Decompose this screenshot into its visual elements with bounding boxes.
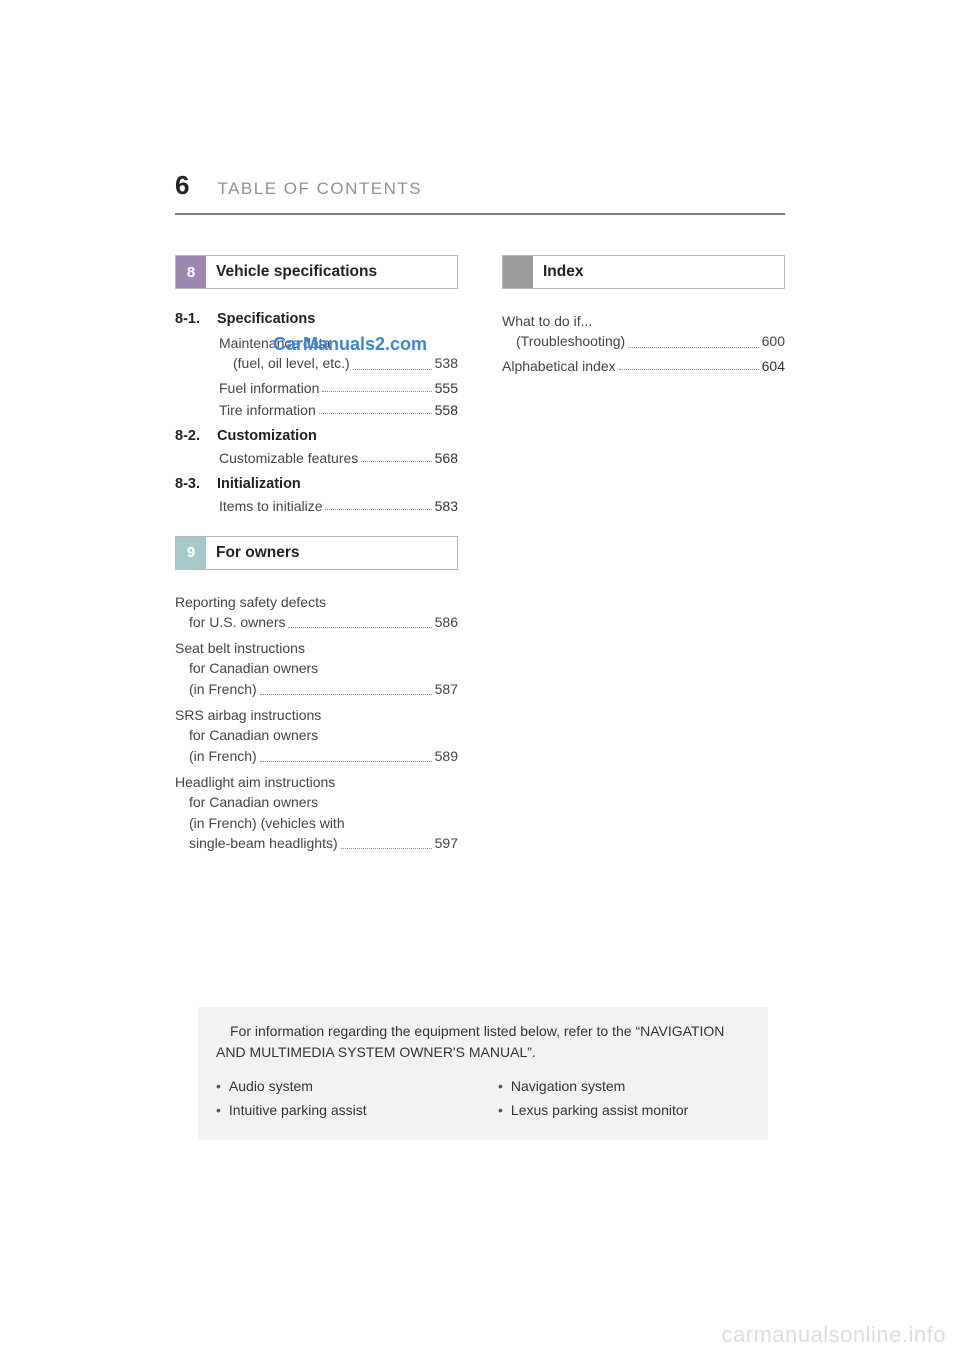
entry-label: (Troubleshooting) xyxy=(502,331,625,351)
toc-entry: Items to initialize 583 xyxy=(175,498,458,514)
toc-entry: Reporting safety defects for U.S. owners… xyxy=(175,592,458,633)
toc-entry: What to do if... (Troubleshooting) 600 xyxy=(502,311,785,352)
dots xyxy=(260,761,432,762)
sub-heading-prefix: 8-2. xyxy=(175,428,217,444)
toc-entry: Seat belt instructions for Canadian owne… xyxy=(175,638,458,699)
toc-entry: Maintenance data (fuel, oil level, etc.)… xyxy=(175,333,458,374)
dots xyxy=(288,627,431,628)
dots xyxy=(353,369,432,370)
dots xyxy=(341,848,432,849)
entry-label: (in French) xyxy=(175,679,257,699)
section-tab-8: 8 Vehicle specifications xyxy=(175,255,458,289)
sub-heading-8-2: 8-2.Customization xyxy=(175,428,458,444)
header-row: 6 TABLE OF CONTENTS xyxy=(175,170,785,201)
footer-lists: Audio system Intuitive parking assist Na… xyxy=(216,1073,750,1124)
section-tab-label: For owners xyxy=(206,537,457,569)
toc-entry: Headlight aim instructions for Canadian … xyxy=(175,772,458,853)
entry-last-line: (in French) 589 xyxy=(175,746,458,766)
entry-page: 597 xyxy=(435,833,458,853)
sub-heading-label: Specifications xyxy=(217,311,315,327)
section-tab-num: 9 xyxy=(176,537,206,569)
entry-page: 587 xyxy=(435,679,458,699)
footer-list-item: Intuitive parking assist xyxy=(216,1100,468,1121)
section-tab-9: 9 For owners xyxy=(175,536,458,570)
entry-line: Maintenance data xyxy=(219,333,458,353)
entry-line: for Canadian owners xyxy=(175,725,458,745)
entry-label: single-beam headlights) xyxy=(175,833,338,853)
entry-page: 604 xyxy=(762,358,785,374)
footer-list-item: Lexus parking assist monitor xyxy=(498,1100,750,1121)
columns: 8 Vehicle specifications 8-1.Specificati… xyxy=(175,255,785,859)
entry-line: Reporting safety defects xyxy=(175,592,458,612)
sub-heading-prefix: 8-1. xyxy=(175,311,217,327)
watermark-bottom: carmanualsonline.info xyxy=(721,1322,946,1348)
entry-page: 538 xyxy=(435,353,458,373)
toc-entry: Fuel information 555 xyxy=(175,380,458,396)
entry-page: 600 xyxy=(762,331,785,351)
page-header-title: TABLE OF CONTENTS xyxy=(217,179,422,199)
entry-line: Seat belt instructions xyxy=(175,638,458,658)
section-tab-index: Index xyxy=(502,255,785,289)
footer-list-left: Audio system Intuitive parking assist xyxy=(216,1073,468,1124)
sub-heading-label: Customization xyxy=(217,428,317,444)
entry-page: 555 xyxy=(435,380,458,396)
entry-label: Tire information xyxy=(219,402,316,418)
toc-entry: Tire information 558 xyxy=(175,402,458,418)
dots xyxy=(325,509,431,510)
entry-line: Headlight aim instructions xyxy=(175,772,458,792)
toc-entry: Customizable features 568 xyxy=(175,450,458,466)
entry-last-line: for U.S. owners 586 xyxy=(175,612,458,632)
entry-label: Customizable features xyxy=(219,450,358,466)
sub-heading-8-1: 8-1.Specifications xyxy=(175,311,458,327)
entry-label: Items to initialize xyxy=(219,498,322,514)
dots xyxy=(361,461,431,462)
entry-label: Alphabetical index xyxy=(502,358,616,374)
footer-list-right: Navigation system Lexus parking assist m… xyxy=(498,1073,750,1124)
entry-last-line: single-beam headlights) 597 xyxy=(175,833,458,853)
entry-last-line: (Troubleshooting) 600 xyxy=(502,331,785,351)
toc-entry: SRS airbag instructions for Canadian own… xyxy=(175,705,458,766)
entry-line: What to do if... xyxy=(502,311,785,331)
dots xyxy=(628,347,758,348)
entry-label: (fuel, oil level, etc.) xyxy=(219,353,350,373)
dots xyxy=(260,694,432,695)
entry-label: Fuel information xyxy=(219,380,319,396)
toc-entry: Alphabetical index 604 xyxy=(502,358,785,374)
right-column: Index What to do if... (Troubleshooting)… xyxy=(502,255,785,859)
entry-line: for Canadian owners xyxy=(175,658,458,678)
entry-label: for U.S. owners xyxy=(175,612,285,632)
page-number: 6 xyxy=(175,170,189,201)
dots xyxy=(322,391,431,392)
page: 6 TABLE OF CONTENTS CarManuals2.com 8 Ve… xyxy=(0,0,960,1358)
left-column: 8 Vehicle specifications 8-1.Specificati… xyxy=(175,255,458,859)
section-tab-num-blank xyxy=(503,256,533,288)
dots xyxy=(319,413,432,414)
section-tab-label: Index xyxy=(533,256,784,288)
header-rule xyxy=(175,213,785,215)
entry-label: (in French) xyxy=(175,746,257,766)
entry-line: SRS airbag instructions xyxy=(175,705,458,725)
section-tab-num: 8 xyxy=(176,256,206,288)
sub-heading-8-3: 8-3.Initialization xyxy=(175,476,458,492)
entry-page: 586 xyxy=(435,612,458,632)
entry-line: (in French) (vehicles with xyxy=(175,813,458,833)
section-tab-label: Vehicle specifications xyxy=(206,256,457,288)
footer-box: For information regarding the equipment … xyxy=(198,1007,768,1140)
entry-page: 568 xyxy=(435,450,458,466)
entry-last-line: (fuel, oil level, etc.) 538 xyxy=(219,353,458,373)
sub-heading-prefix: 8-3. xyxy=(175,476,217,492)
entry-last-line: (in French) 587 xyxy=(175,679,458,699)
entry-page: 589 xyxy=(435,746,458,766)
entry-page: 558 xyxy=(435,402,458,418)
entry-page: 583 xyxy=(435,498,458,514)
entry-line: for Canadian owners xyxy=(175,792,458,812)
footer-list-item: Audio system xyxy=(216,1076,468,1097)
footer-list-item: Navigation system xyxy=(498,1076,750,1097)
sub-heading-label: Initialization xyxy=(217,476,301,492)
dots xyxy=(619,369,759,370)
footer-text: For information regarding the equipment … xyxy=(216,1021,750,1063)
